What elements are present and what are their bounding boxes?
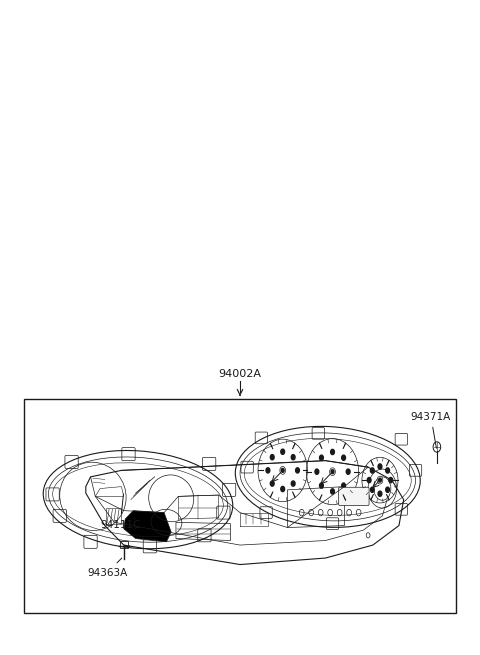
Circle shape <box>331 489 335 494</box>
Circle shape <box>386 468 389 473</box>
Circle shape <box>296 468 300 473</box>
Circle shape <box>346 469 350 474</box>
Circle shape <box>367 477 371 483</box>
Circle shape <box>342 455 346 460</box>
Bar <box>24 399 456 613</box>
Circle shape <box>342 483 346 488</box>
Circle shape <box>281 487 285 492</box>
Circle shape <box>281 449 285 455</box>
FancyBboxPatch shape <box>339 487 369 506</box>
Circle shape <box>389 477 393 483</box>
Polygon shape <box>124 511 171 542</box>
Circle shape <box>320 483 324 488</box>
Circle shape <box>377 476 383 484</box>
Circle shape <box>378 464 382 469</box>
Circle shape <box>386 487 389 493</box>
Text: 94363A: 94363A <box>87 558 127 578</box>
Text: 94371A: 94371A <box>411 412 451 448</box>
Circle shape <box>270 455 274 460</box>
Circle shape <box>315 469 319 474</box>
Circle shape <box>291 455 295 460</box>
Circle shape <box>371 487 374 493</box>
Text: 94002A: 94002A <box>218 369 262 379</box>
Circle shape <box>270 481 274 486</box>
Circle shape <box>371 468 374 473</box>
Circle shape <box>281 468 284 472</box>
Circle shape <box>331 470 334 474</box>
Circle shape <box>330 468 336 476</box>
Circle shape <box>320 455 324 460</box>
Circle shape <box>266 468 270 473</box>
Text: 94111C: 94111C <box>100 494 141 529</box>
Bar <box>120 541 128 548</box>
Circle shape <box>280 466 286 474</box>
Circle shape <box>378 491 382 496</box>
Circle shape <box>331 449 335 455</box>
Circle shape <box>291 481 295 486</box>
Circle shape <box>379 478 382 482</box>
